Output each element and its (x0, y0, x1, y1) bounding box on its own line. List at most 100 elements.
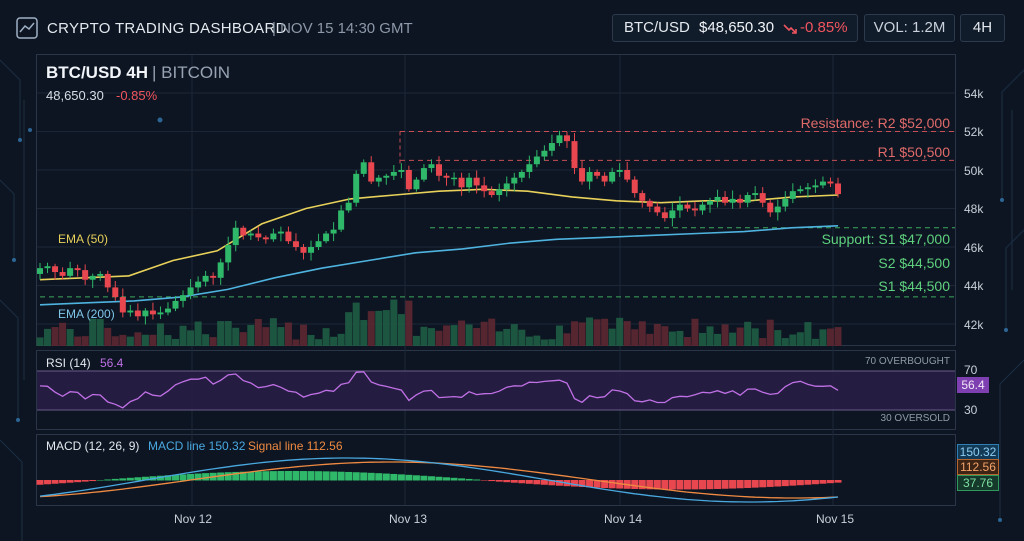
macd-histogram-bar (571, 480, 579, 487)
candle-body (466, 177, 473, 188)
volume-bar (81, 336, 89, 346)
volume-bar (503, 328, 511, 346)
candle-body (195, 281, 202, 288)
y-tick-label: 46k (964, 241, 984, 255)
candle-body (827, 181, 834, 184)
volume-bar (646, 333, 654, 346)
chart-title: BTC/USD 4H (46, 63, 149, 82)
volume-bar (736, 327, 744, 346)
volume-bar (375, 310, 383, 346)
volume-bar (262, 327, 270, 346)
volume-bar (179, 325, 187, 346)
candle-body (187, 287, 194, 296)
candle-body (639, 193, 646, 201)
candle-body (134, 310, 141, 317)
macd-line-label: MACD line 150.32 (148, 439, 246, 453)
candle-body (338, 210, 345, 230)
macd-histogram-bar (81, 480, 89, 482)
volume-bar (239, 332, 247, 346)
candle-body (127, 310, 134, 313)
volume-bar (134, 332, 142, 346)
macd-histogram-bar (352, 472, 360, 481)
macd-histogram-bar (646, 480, 654, 490)
candle-body (481, 185, 488, 192)
rsi-panel[interactable] (36, 350, 956, 430)
macd-histogram-bar (315, 471, 323, 481)
macd-histogram-bar (473, 479, 481, 481)
timeframe-button[interactable]: 4H (960, 14, 1005, 42)
macd-histogram-bar (360, 472, 368, 481)
volume-bar (781, 338, 789, 346)
macd-histogram-bar (781, 480, 789, 487)
pair-label: BTC/USD (624, 19, 690, 36)
macd-histogram-bar (653, 480, 661, 490)
macd-histogram-bar (586, 480, 594, 488)
volume-bar (668, 331, 676, 346)
candle-body (752, 193, 759, 196)
candle-body (52, 266, 59, 273)
chart-logo-icon (16, 17, 38, 39)
candle-body (172, 300, 179, 309)
candle-body (789, 191, 796, 199)
volume-bar (277, 327, 285, 346)
macd-histogram-bar (202, 473, 210, 481)
candle-body (413, 179, 420, 190)
ema50-label: EMA (50) (58, 232, 109, 246)
pair-change: -0.85% (800, 19, 848, 36)
macd-histogram-bar (450, 477, 458, 481)
candle-body (315, 241, 322, 247)
volume-bar (811, 338, 819, 346)
volume-bar (292, 339, 300, 346)
macd-histogram-bar (247, 471, 255, 481)
header-datetime: | NOV 15 14:30 GMT (272, 20, 413, 37)
rsi-indicator (37, 370, 955, 411)
volume-bar (44, 328, 52, 346)
candle-body (601, 175, 608, 182)
candle-body (782, 198, 789, 207)
y-tick-label: 50k (964, 164, 984, 178)
macd-histogram-bar (834, 480, 842, 483)
volume-bar (126, 336, 134, 346)
volume-bar (202, 334, 210, 346)
macd-histogram-bar (89, 480, 97, 482)
candle-body (774, 206, 781, 213)
macd-histogram-bar (44, 480, 52, 485)
candle-body (436, 164, 442, 176)
rsi-line (39, 371, 839, 409)
candle-body (669, 210, 676, 219)
candle-body (232, 227, 239, 246)
volume-badge[interactable]: VOL: 1.2M (864, 14, 955, 42)
volume-bar (525, 336, 533, 346)
macd-histogram-bar (412, 475, 420, 481)
candle-body (458, 177, 465, 188)
macd-histogram-bar (789, 480, 797, 486)
candle-body (112, 287, 119, 298)
volume-bar (405, 300, 413, 346)
candle-body (526, 164, 533, 172)
volume-bar (796, 332, 804, 346)
y-tick-label: 54k (964, 87, 984, 101)
candle-body (714, 196, 721, 201)
macd-histogram-bar (345, 471, 353, 481)
pair-selector[interactable]: BTC/USD $48,650.30 -0.85% (612, 14, 858, 42)
candle-body (89, 275, 96, 280)
volume-bar (751, 328, 759, 346)
volume-bar (540, 339, 548, 346)
candle-body (164, 308, 171, 313)
y-tick-label: 42k (964, 318, 984, 332)
rsi-value: 56.4 (100, 356, 124, 370)
candle-body (202, 275, 209, 282)
macd-histogram-bar (540, 480, 548, 485)
candle-body (797, 189, 804, 192)
volume-bar (586, 317, 594, 346)
resistance-r1-label: R1 $50,500 (877, 144, 950, 160)
candle-body (330, 229, 337, 234)
macd-panel[interactable] (36, 434, 956, 506)
volume-bar (616, 317, 624, 346)
candle-body (654, 206, 661, 213)
candle-body (737, 198, 744, 203)
candle-body (443, 175, 450, 178)
pair-price: $48,650.30 (699, 19, 775, 36)
